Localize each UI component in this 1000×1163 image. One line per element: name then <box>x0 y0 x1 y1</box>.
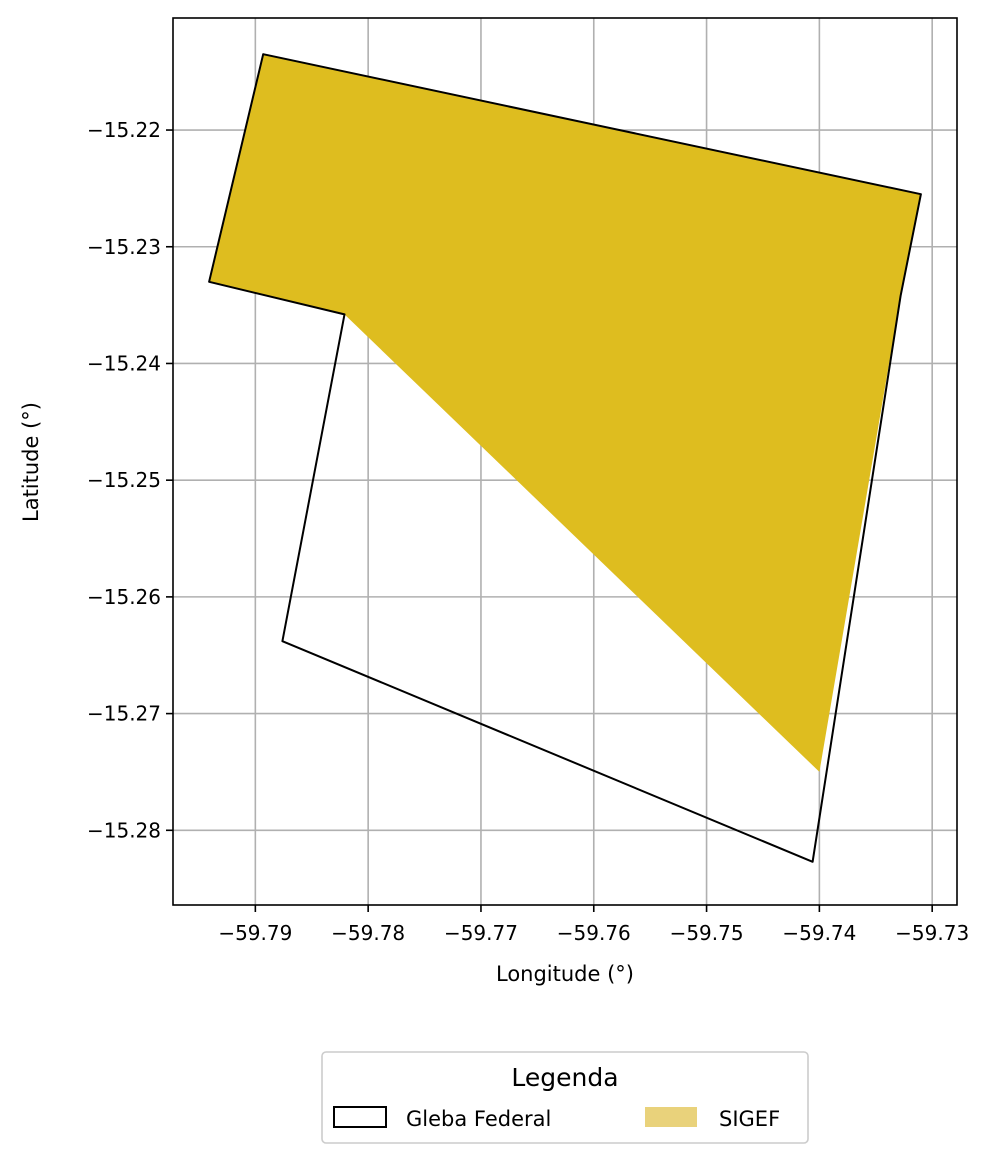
y-tick-label: −15.25 <box>87 468 161 492</box>
sigef-polygon <box>209 54 921 772</box>
x-tick-label: −59.75 <box>670 921 744 945</box>
y-tick-label: −15.26 <box>87 585 161 609</box>
y-tick-label: −15.27 <box>87 702 161 726</box>
legend-title: Legenda <box>511 1063 618 1092</box>
x-tick-label: −59.76 <box>557 921 631 945</box>
x-tick-label: −59.74 <box>782 921 856 945</box>
gleba-federal-polygon <box>208 53 922 863</box>
x-tick-label: −59.73 <box>895 921 969 945</box>
legend-swatch-gleba-federal <box>333 1106 387 1128</box>
legend-swatch-sigef <box>645 1107 697 1127</box>
x-axis-label: Longitude (°) <box>496 962 634 986</box>
y-axis-label: Latitude (°) <box>19 402 43 522</box>
polygon-layers <box>208 53 922 863</box>
y-tick-label: −15.28 <box>87 818 161 842</box>
y-tick-label: −15.22 <box>87 118 161 142</box>
x-tick-label: −59.77 <box>444 921 518 945</box>
legend-label-gleba-federal: Gleba Federal <box>406 1107 551 1131</box>
axis-ticks: −59.79 −59.78 −59.77 −59.76 −59.75 −59.74 −59.… <box>87 118 969 945</box>
x-tick-label: −59.78 <box>331 921 405 945</box>
x-tick-label: −59.79 <box>218 921 292 945</box>
y-tick-label: −15.23 <box>87 235 161 259</box>
legend: Legenda Gleba Federal SIGEF <box>321 1051 809 1144</box>
y-tick-label: −15.24 <box>87 351 161 375</box>
legend-label-sigef: SIGEF <box>719 1107 780 1131</box>
plot-frame <box>172 17 958 906</box>
